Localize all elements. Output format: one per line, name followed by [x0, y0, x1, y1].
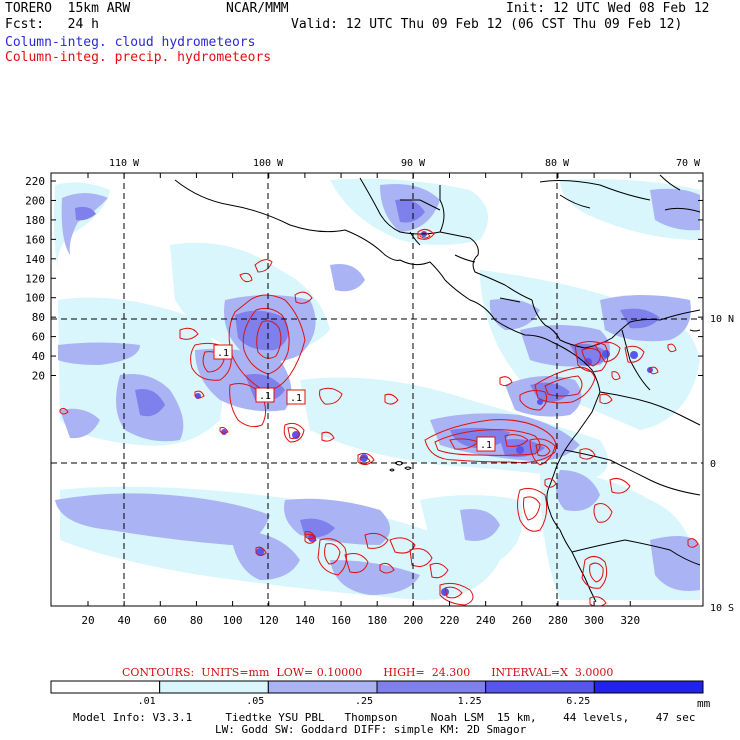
x-tick-label: 160 — [331, 614, 351, 627]
x-tick-label: 320 — [620, 614, 640, 627]
x-tick-label: 280 — [548, 614, 568, 627]
colorbar-unit: mm — [697, 697, 711, 710]
x-tick-label: 60 — [154, 614, 167, 627]
contours-info: CONTOURS: UNITS=mm LOW= 0.10000 HIGH= 24… — [122, 666, 614, 679]
colorbar-level-label: .01 — [138, 696, 156, 707]
precip-contours — [59, 228, 699, 606]
cloud-shading — [54, 178, 700, 600]
x-tick-label: 40 — [118, 614, 131, 627]
contour-label: .1 — [217, 348, 229, 359]
latitude-label: 0 — [710, 459, 716, 470]
x-tick-label: 120 — [259, 614, 279, 627]
colorbar-segment — [267, 680, 378, 694]
y-tick-label: 220 — [25, 175, 45, 188]
longitude-label: 70 W — [676, 158, 701, 169]
model-title: TORERO 15km ARW — [5, 1, 131, 16]
x-tick-label: 260 — [512, 614, 532, 627]
x-tick-label: 80 — [190, 614, 203, 627]
y-tick-label: 40 — [32, 350, 45, 363]
model-info-line2: LW: Godd SW: Goddard DIFF: simple KM: 2D… — [215, 723, 527, 736]
colorbar-segment — [593, 680, 704, 694]
latitude-label: 10 S — [710, 603, 734, 614]
colorbar-level-label: 6.25 — [566, 696, 590, 707]
longitude-label: 80 W — [545, 158, 570, 169]
y-tick-label: 200 — [25, 194, 45, 207]
x-tick-label: 20 — [81, 614, 94, 627]
longitude-label: 100 W — [253, 158, 284, 169]
colorbar: .01 .05 .25 1.25 6.25 — [50, 680, 704, 707]
contour-label: .1 — [480, 440, 492, 451]
latitude-labels: 10 N 0 10 S — [710, 314, 734, 614]
x-tick-label: 240 — [476, 614, 496, 627]
lat-lon-gridlines — [51, 173, 703, 606]
init-time: Init: 12 UTC Wed 08 Feb 12 — [506, 1, 710, 16]
longitude-labels: 110 W 100 W 90 W 80 W 70 W — [109, 158, 701, 169]
colorbar-segment — [159, 680, 269, 694]
model-info-line1: Model Info: V3.3.1 Tiedtke YSU PBL Thomp… — [73, 711, 696, 724]
colorbar-segment — [485, 680, 595, 694]
x-tick-label: 300 — [584, 614, 604, 627]
x-axis-ticks: 20 40 60 80 100 120 140 160 180 200 220 240 260 280 30… — [81, 173, 640, 627]
x-tick-label: 220 — [440, 614, 460, 627]
longitude-label: 90 W — [401, 158, 426, 169]
center-label: NCAR/MMM — [226, 1, 289, 16]
contour-label: .1 — [259, 391, 271, 402]
y-tick-label: 100 — [25, 292, 45, 305]
colorbar-level-label: 1.25 — [458, 696, 482, 707]
longitude-label: 110 W — [109, 158, 140, 169]
colorbar-segment — [50, 680, 161, 694]
y-tick-label: 20 — [32, 370, 45, 383]
y-tick-label: 140 — [25, 253, 45, 266]
contour-labels: .1 .1 .1 .1 — [213, 344, 496, 452]
y-tick-label: 60 — [32, 331, 45, 344]
y-tick-label: 160 — [25, 233, 45, 246]
colorbar-segment — [376, 680, 487, 694]
x-tick-label: 140 — [295, 614, 315, 627]
x-tick-label: 180 — [367, 614, 387, 627]
field-precip-label: Column-integ. precip. hydrometeors — [5, 50, 272, 65]
forecast-hour: Fcst: 24 h — [5, 17, 99, 32]
field-cloud-label: Column-integ. cloud hydrometeors — [5, 35, 256, 50]
valid-time: Valid: 12 UTC Thu 09 Feb 12 (06 CST Thu … — [291, 17, 683, 32]
y-tick-label: 120 — [25, 272, 45, 285]
y-tick-label: 180 — [25, 214, 45, 227]
colorbar-level-label: .05 — [246, 696, 264, 707]
contour-label: .1 — [290, 393, 302, 404]
x-tick-label: 100 — [223, 614, 243, 627]
y-axis-ticks: 220 200 180 160 140 120 100 80 60 40 20 — [25, 175, 703, 383]
latitude-label: 10 N — [710, 314, 734, 325]
y-tick-label: 80 — [32, 311, 45, 324]
x-tick-label: 200 — [403, 614, 423, 627]
colorbar-level-label: .25 — [355, 696, 373, 707]
coastlines — [174, 174, 701, 603]
